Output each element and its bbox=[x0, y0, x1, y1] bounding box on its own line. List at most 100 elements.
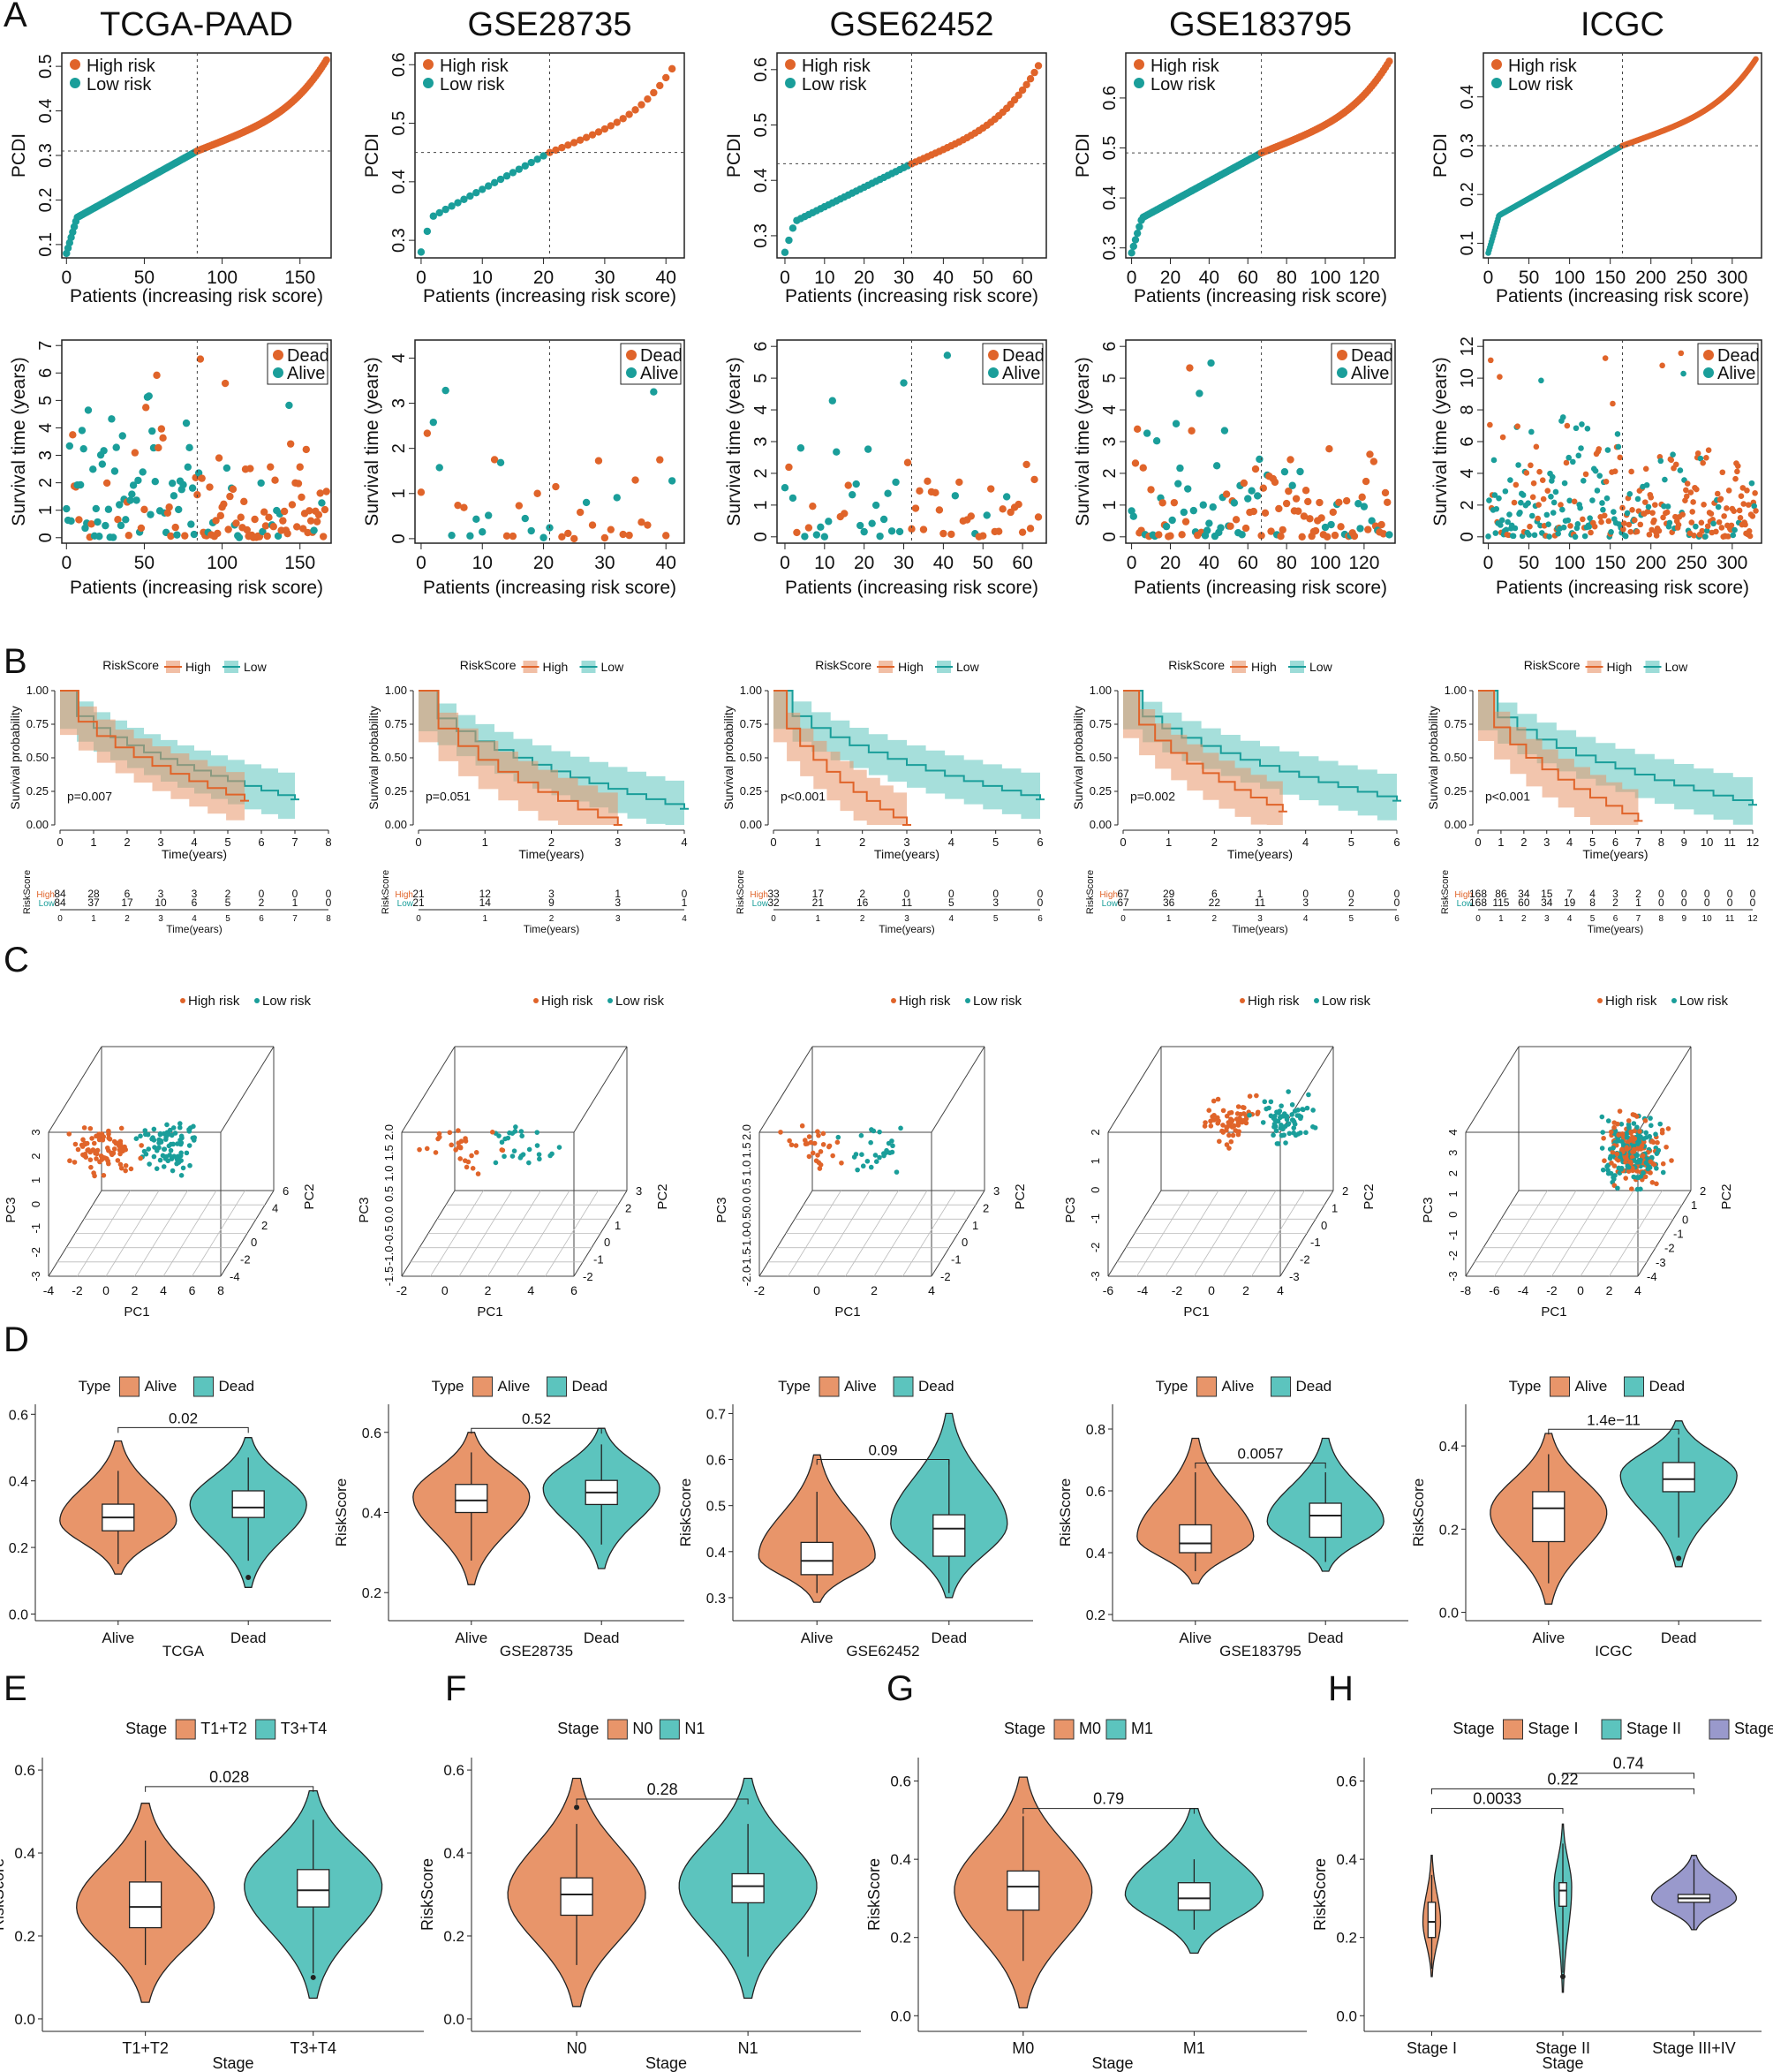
pca-point bbox=[1220, 1108, 1226, 1114]
x-tick-label: 0 bbox=[1120, 836, 1126, 849]
pca-point bbox=[1648, 1115, 1653, 1121]
status-point bbox=[1710, 520, 1716, 527]
legend-alive-marker bbox=[273, 367, 283, 378]
pca-point bbox=[163, 1137, 169, 1142]
x-tick-label: 300 bbox=[1716, 553, 1747, 573]
y-tick-label: 0.0 bbox=[1336, 2008, 1357, 2024]
legend-alive-label: Alive bbox=[1351, 364, 1389, 383]
status-point bbox=[1131, 459, 1140, 467]
pc1-tick-label: -4 bbox=[43, 1283, 55, 1297]
status-point bbox=[1259, 484, 1267, 492]
x-tick-label: Stage II bbox=[1535, 2039, 1590, 2057]
status-point bbox=[1533, 443, 1540, 450]
risk-low-label: Low bbox=[752, 899, 769, 909]
pca-point bbox=[1301, 1107, 1306, 1113]
risk-x-tick-label: 5 bbox=[1590, 914, 1596, 924]
legend-title: Type bbox=[778, 1378, 811, 1395]
x-tick-label: 6 bbox=[258, 836, 264, 849]
dataset-label: TCGA bbox=[162, 1643, 205, 1660]
risk-point bbox=[521, 162, 529, 170]
risk-low-count: 5 bbox=[948, 896, 954, 909]
status-point bbox=[849, 490, 856, 499]
y-tick-label: 1.00 bbox=[740, 684, 762, 697]
x-tick-label: 30 bbox=[894, 553, 914, 573]
legend-alive-key bbox=[1550, 1376, 1570, 1397]
status-point bbox=[1015, 500, 1022, 509]
status-point bbox=[1498, 522, 1504, 528]
box-edge bbox=[220, 1046, 275, 1133]
status-point bbox=[1486, 497, 1492, 503]
pca-point bbox=[864, 1158, 871, 1164]
status-point bbox=[600, 533, 609, 542]
y-axis-label: RiskScore bbox=[677, 1478, 694, 1546]
status-point bbox=[142, 404, 150, 412]
status-point bbox=[1329, 508, 1337, 517]
pca-point bbox=[1275, 1141, 1281, 1146]
pca-point bbox=[1262, 1099, 1268, 1105]
status-point bbox=[903, 458, 912, 466]
status-point bbox=[1505, 518, 1511, 526]
status-point bbox=[1703, 455, 1709, 461]
status-point bbox=[187, 520, 195, 528]
y-tick-label: 0.75 bbox=[1445, 717, 1467, 730]
y-tick-label: 5 bbox=[751, 374, 771, 383]
legend-alive-label: Alive bbox=[145, 1378, 177, 1395]
legend-dead-key bbox=[893, 1376, 914, 1397]
status-point bbox=[1603, 478, 1610, 485]
pca-point bbox=[91, 1170, 96, 1176]
pc1-tick-label: 0 bbox=[1577, 1283, 1584, 1297]
panel-letter-E: E bbox=[4, 1669, 27, 1708]
x-tick-label: Alive bbox=[1179, 1630, 1211, 1646]
y-tick-label: 0.5 bbox=[389, 111, 409, 136]
pca-point bbox=[1647, 1165, 1653, 1170]
status-point bbox=[95, 533, 103, 541]
risk-low-count: 1 bbox=[682, 896, 688, 909]
x-tick-label: 60 bbox=[1012, 268, 1032, 288]
pca-point bbox=[1649, 1180, 1656, 1185]
pca-point bbox=[1284, 1116, 1290, 1123]
status-point bbox=[1232, 516, 1241, 524]
risk-point bbox=[576, 136, 585, 144]
pca-point bbox=[526, 1160, 532, 1166]
sig-bracket bbox=[1562, 1773, 1694, 1779]
legend-label: T3+T4 bbox=[281, 1720, 328, 1737]
pca-point bbox=[1608, 1153, 1613, 1160]
pca-point bbox=[1215, 1121, 1221, 1126]
status-point bbox=[318, 499, 326, 507]
status-point bbox=[1581, 533, 1588, 540]
risk-x-axis-label: Time(years) bbox=[524, 923, 580, 935]
status-point bbox=[1207, 359, 1215, 367]
legend-low-marker bbox=[1491, 78, 1502, 88]
status-point bbox=[1662, 476, 1668, 483]
status-point bbox=[294, 480, 303, 488]
pca-point bbox=[81, 1125, 87, 1131]
pc1-axis-label: PC1 bbox=[124, 1304, 149, 1320]
risk-low-count: 0 bbox=[1394, 896, 1400, 909]
y-tick-label: 0.00 bbox=[1090, 818, 1112, 831]
status-point bbox=[1544, 488, 1551, 494]
pca-point bbox=[1635, 1141, 1641, 1146]
status-point bbox=[1518, 499, 1524, 506]
pc2-tick-label: 1 bbox=[1332, 1201, 1338, 1214]
legend-dead-label: Dead bbox=[640, 346, 683, 366]
risk-low-count: 0 bbox=[1750, 896, 1756, 909]
status-point bbox=[1528, 428, 1535, 435]
status-point bbox=[240, 497, 248, 506]
status-point bbox=[650, 388, 658, 396]
legend-dead-label: Dead bbox=[572, 1378, 608, 1395]
status-point bbox=[919, 526, 928, 533]
y-tick-label: 0.2 bbox=[9, 1541, 28, 1556]
box bbox=[1007, 1870, 1040, 1911]
risk-high-count: 0 bbox=[1658, 888, 1664, 900]
status-point bbox=[271, 476, 279, 484]
status-point bbox=[625, 531, 633, 540]
status-point bbox=[184, 463, 192, 471]
status-point bbox=[321, 505, 329, 514]
legend-low-marker bbox=[70, 78, 80, 88]
status-point bbox=[1740, 501, 1747, 507]
legend-low-label: Low risk bbox=[1679, 994, 1729, 1009]
x-tick-label: 2 bbox=[859, 836, 865, 849]
pca-point bbox=[1224, 1127, 1229, 1133]
status-point bbox=[89, 465, 97, 473]
x-tick-label: 200 bbox=[1635, 268, 1666, 288]
